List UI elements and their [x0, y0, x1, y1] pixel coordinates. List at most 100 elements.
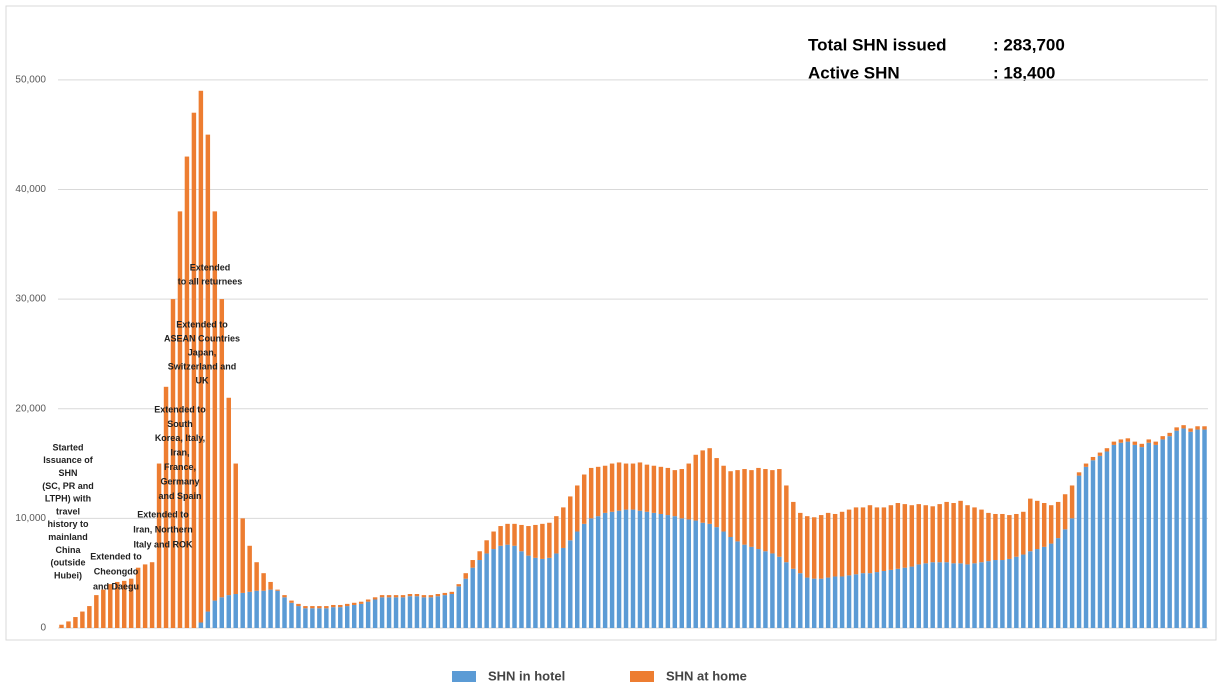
bar-segment — [700, 450, 705, 523]
bar-segment — [254, 562, 259, 591]
annotation: (outside — [51, 558, 86, 568]
bar-segment — [303, 606, 308, 609]
bar-segment — [1028, 498, 1033, 552]
bar-segment — [1146, 442, 1151, 628]
annotation: Extended to — [176, 319, 228, 329]
bar-segment — [623, 509, 629, 628]
bar-segment — [930, 562, 935, 628]
bar-segment — [533, 524, 538, 558]
y-tick-label: 30,000 — [15, 294, 46, 305]
bar-segment — [672, 516, 678, 628]
bar-segment — [735, 470, 740, 542]
bar-segment — [811, 517, 817, 579]
bar-segment — [874, 572, 880, 628]
bar-segment — [609, 511, 615, 628]
bar-segment — [365, 599, 371, 602]
bar-segment — [756, 549, 761, 628]
bar-segment — [839, 511, 845, 577]
annotation: LTPH) with — [45, 494, 91, 504]
bar-segment — [1048, 543, 1054, 628]
bar-segment — [331, 604, 336, 608]
bar-segment — [581, 523, 587, 628]
bar-segment — [351, 604, 357, 628]
bar-segment — [630, 463, 636, 510]
bar-segment — [1083, 466, 1089, 628]
annotation: Started — [52, 442, 83, 452]
bar-segment — [275, 590, 280, 628]
bar-segment — [881, 570, 887, 628]
annotation: Korea, Italy, — [155, 433, 205, 443]
annotation: France, — [164, 462, 196, 472]
bar-segment — [372, 597, 378, 600]
bar-segment — [937, 504, 942, 563]
bar-segment — [1188, 428, 1193, 432]
bar-segment — [818, 578, 824, 628]
bar-segment — [526, 555, 531, 628]
annotation: Extended to — [90, 551, 142, 561]
bar-segment — [651, 465, 657, 513]
bar-segment — [247, 545, 252, 592]
annotation: to all returnees — [178, 276, 243, 286]
bar-segment — [979, 509, 984, 563]
bar-segment — [310, 606, 315, 609]
bar-segment — [588, 518, 594, 628]
annotation: Iran, Northern — [133, 524, 193, 534]
annotation: and Daegu — [93, 581, 139, 591]
bar-segment — [540, 558, 545, 628]
bar-segment — [554, 516, 559, 554]
bar-segment — [644, 464, 650, 512]
bar-segment — [1035, 549, 1040, 628]
bar-segment — [456, 584, 461, 587]
annotation: travel — [56, 506, 80, 516]
bar-segment — [1014, 556, 1019, 628]
bar-segment — [1021, 554, 1026, 628]
bar-segment — [951, 503, 956, 564]
bar-segment — [853, 574, 859, 628]
annotation: SHN — [58, 468, 77, 478]
bar-segment — [811, 578, 817, 628]
bar-segment — [135, 567, 141, 628]
bar-segment — [707, 523, 712, 628]
bar-segment — [1118, 442, 1124, 628]
bar-segment — [798, 573, 803, 628]
bar-segment — [1062, 494, 1068, 530]
bar-segment — [233, 463, 238, 595]
bar-segment — [1181, 425, 1186, 429]
bar-segment — [1048, 505, 1054, 544]
bar-segment — [561, 507, 566, 548]
bar-segment — [386, 597, 392, 628]
bar-segment — [240, 592, 245, 628]
bar-segment — [282, 597, 287, 628]
bar-segment — [686, 519, 691, 628]
bar-segment — [142, 564, 148, 628]
bar-segment — [512, 523, 517, 546]
bar-segment — [602, 512, 608, 628]
bar-segment — [435, 594, 441, 597]
bar-segment — [679, 469, 685, 519]
info-value: : 283,700 — [993, 35, 1065, 54]
bar-segment — [1118, 439, 1124, 443]
bar-segment — [1055, 501, 1061, 539]
bar-segment — [1097, 455, 1103, 628]
bar-segment — [463, 573, 468, 579]
bar-segment — [846, 509, 852, 576]
bar-segment — [714, 527, 719, 628]
bar-segment — [588, 467, 594, 519]
bar-segment — [832, 513, 838, 577]
bar-segment — [930, 506, 935, 563]
annotation: China — [55, 545, 81, 555]
bar-segment — [226, 595, 231, 628]
bar-segment — [658, 466, 664, 514]
bar-segment — [616, 510, 622, 628]
bar-segment — [777, 556, 782, 628]
bar-segment — [128, 578, 134, 628]
bar-segment — [414, 596, 420, 628]
bar-segment — [449, 594, 455, 628]
bar-segment — [798, 512, 803, 574]
bar-segment — [407, 594, 413, 597]
info-value: : 18,400 — [993, 63, 1055, 82]
bar-segment — [379, 597, 385, 628]
bar-segment — [505, 544, 510, 628]
bar-segment — [386, 595, 392, 598]
y-tick-label: 50,000 — [15, 74, 46, 85]
